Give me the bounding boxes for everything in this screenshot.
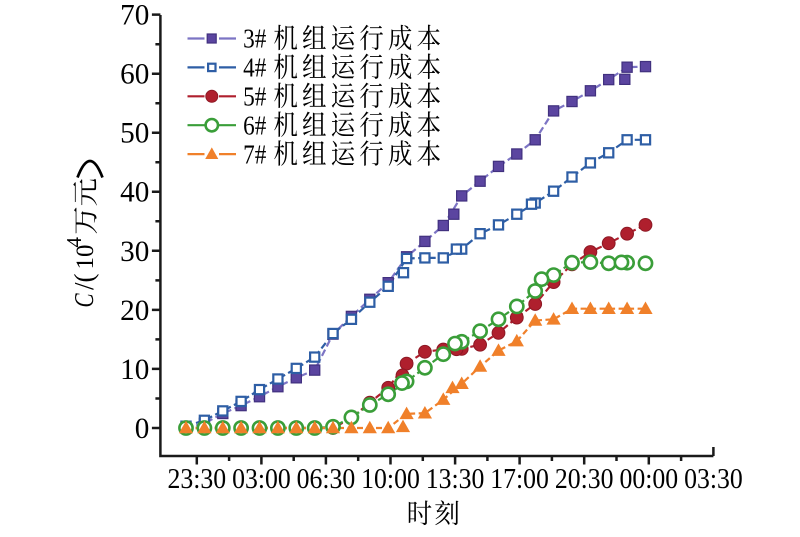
svg-text:5#: 5# bbox=[243, 83, 267, 112]
svg-text:7#: 7# bbox=[243, 141, 267, 170]
svg-text:4: 4 bbox=[62, 237, 86, 248]
svg-text:60: 60 bbox=[120, 59, 149, 91]
svg-text:13:30: 13:30 bbox=[426, 463, 485, 494]
svg-text:0: 0 bbox=[135, 413, 150, 445]
svg-text:23:30: 23:30 bbox=[167, 463, 226, 494]
svg-text:00:00: 00:00 bbox=[619, 463, 678, 494]
svg-text:/(: /( bbox=[69, 273, 99, 290]
svg-text:C: C bbox=[70, 293, 100, 308]
svg-text:03:00: 03:00 bbox=[232, 463, 291, 494]
svg-text:06:30: 06:30 bbox=[297, 463, 356, 494]
svg-text:03:30: 03:30 bbox=[684, 463, 743, 494]
svg-text:50: 50 bbox=[120, 118, 149, 150]
svg-text:20:30: 20:30 bbox=[555, 463, 614, 494]
svg-text:3#: 3# bbox=[243, 25, 267, 54]
svg-text:17:00: 17:00 bbox=[490, 463, 549, 494]
svg-text:10:00: 10:00 bbox=[361, 463, 420, 494]
svg-text:40: 40 bbox=[120, 177, 149, 209]
svg-text:10: 10 bbox=[120, 354, 149, 386]
svg-text:4#: 4# bbox=[243, 54, 267, 83]
svg-text:30: 30 bbox=[120, 236, 149, 268]
svg-text:70: 70 bbox=[120, 0, 149, 32]
svg-text:20: 20 bbox=[120, 295, 149, 327]
svg-text:10: 10 bbox=[72, 245, 99, 270]
svg-text:6#: 6# bbox=[243, 112, 267, 141]
